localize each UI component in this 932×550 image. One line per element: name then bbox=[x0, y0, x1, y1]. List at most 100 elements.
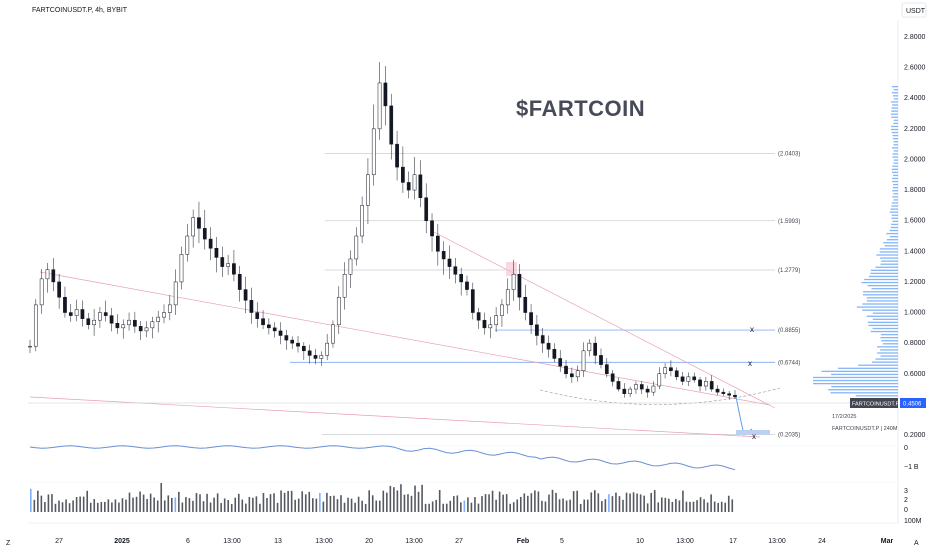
candle-body bbox=[162, 312, 166, 318]
volume-bar bbox=[65, 499, 67, 512]
candle-body bbox=[418, 174, 423, 198]
candle-body bbox=[144, 327, 149, 332]
volume-bar bbox=[149, 493, 152, 512]
volume-bar bbox=[329, 495, 332, 512]
volume-bar bbox=[273, 493, 275, 512]
volume-bar bbox=[245, 503, 247, 512]
volume-bar bbox=[396, 490, 399, 512]
time-tick: 13:00 bbox=[315, 538, 333, 545]
volume-bar bbox=[343, 502, 346, 512]
volume-bar bbox=[153, 497, 155, 512]
time-tick: 10 bbox=[636, 538, 644, 545]
volume-bar bbox=[435, 499, 437, 512]
volume-bar bbox=[438, 490, 441, 512]
profile-bar bbox=[892, 177, 898, 180]
price-tick: 2.4000 bbox=[904, 95, 926, 102]
volume-bar bbox=[710, 494, 712, 512]
volume-bar bbox=[664, 497, 667, 512]
candle-body bbox=[127, 319, 131, 326]
profile-bar bbox=[890, 226, 898, 229]
candle-body bbox=[447, 258, 452, 267]
candle-body bbox=[570, 373, 574, 378]
volume-bar bbox=[431, 501, 434, 512]
candle-body bbox=[150, 321, 155, 329]
volume-bar bbox=[252, 497, 254, 512]
candle-body bbox=[488, 324, 493, 329]
profile-bar bbox=[892, 153, 898, 155]
candle-body bbox=[529, 312, 533, 326]
volume-bar bbox=[653, 490, 656, 512]
candle-body bbox=[686, 376, 691, 382]
candle-body bbox=[511, 274, 516, 290]
volume-bar bbox=[453, 496, 455, 512]
volume-bar bbox=[629, 493, 631, 512]
time-tick: 5 bbox=[560, 538, 564, 545]
volume-bar bbox=[33, 499, 36, 512]
candle-body bbox=[115, 323, 120, 329]
descending-trendline-bottom[interactable] bbox=[29, 396, 761, 438]
candle-body bbox=[261, 318, 265, 326]
volume-bar bbox=[625, 492, 628, 512]
candle-body bbox=[535, 324, 539, 336]
candle-body bbox=[278, 330, 283, 336]
volume-bar bbox=[72, 500, 74, 512]
profile-bar bbox=[831, 386, 898, 388]
volume-bar bbox=[618, 496, 621, 512]
candle-body bbox=[523, 296, 528, 313]
volume-bar bbox=[558, 499, 561, 512]
candle-body bbox=[436, 235, 440, 252]
volume-bar bbox=[132, 497, 134, 512]
profile-bar bbox=[872, 361, 898, 363]
candle-body bbox=[500, 304, 504, 316]
candle-body bbox=[564, 365, 568, 375]
volume-bar bbox=[657, 502, 660, 512]
volume-bar bbox=[280, 490, 282, 512]
currency-button[interactable] bbox=[901, 2, 927, 18]
profile-bar bbox=[892, 95, 898, 97]
volume-bar bbox=[660, 497, 663, 512]
volume-bar bbox=[237, 493, 240, 512]
time-tick: 13:00 bbox=[405, 538, 423, 545]
volume-bar bbox=[601, 501, 603, 512]
descending-trendline-upper[interactable] bbox=[429, 229, 776, 409]
target-zone bbox=[736, 430, 770, 435]
volume-profile bbox=[813, 85, 898, 406]
candle-body bbox=[197, 217, 201, 229]
descending-trendline-lower[interactable] bbox=[39, 271, 771, 406]
volume-bar bbox=[548, 494, 550, 512]
profile-bar bbox=[892, 156, 898, 158]
volume-bar bbox=[206, 493, 208, 512]
candle-body bbox=[167, 304, 172, 313]
candle-body bbox=[424, 197, 429, 221]
footer-right[interactable]: A bbox=[914, 540, 919, 547]
footer-left[interactable]: Z bbox=[6, 540, 11, 547]
fib-label: (0.2035) bbox=[778, 432, 800, 438]
volume-bar bbox=[163, 500, 166, 512]
candle-body bbox=[459, 274, 464, 283]
candle-body bbox=[465, 281, 469, 290]
volume-bar bbox=[512, 502, 515, 512]
volume-bar bbox=[181, 502, 184, 512]
candle-body bbox=[395, 143, 399, 168]
candle-body bbox=[28, 345, 32, 348]
profile-bar bbox=[877, 346, 898, 348]
candle-body bbox=[80, 309, 85, 319]
candle-body bbox=[604, 364, 609, 375]
candle-body bbox=[331, 324, 335, 344]
volume-bar bbox=[646, 503, 649, 512]
volume-bar bbox=[255, 496, 258, 512]
currency-label: USDT bbox=[906, 8, 926, 15]
volume-bar bbox=[579, 503, 582, 512]
candle-body bbox=[74, 309, 79, 316]
time-axis[interactable]: 27 2025 6 13:00 13 13:00 20 13:00 27 Feb 5 10 13:00 1… bbox=[55, 538, 893, 545]
volume-bar bbox=[699, 497, 702, 512]
candle-body bbox=[138, 326, 143, 332]
price-axis[interactable]: 2.8000 2.6000 2.4000 2.2000 2.0000 1.8000 1.60… bbox=[904, 34, 926, 439]
candle-body bbox=[453, 266, 458, 275]
candle-body bbox=[628, 388, 632, 394]
candle-body bbox=[517, 274, 522, 298]
volume-bar bbox=[322, 501, 325, 512]
volume-bar bbox=[301, 491, 304, 512]
profile-bar bbox=[813, 382, 898, 385]
